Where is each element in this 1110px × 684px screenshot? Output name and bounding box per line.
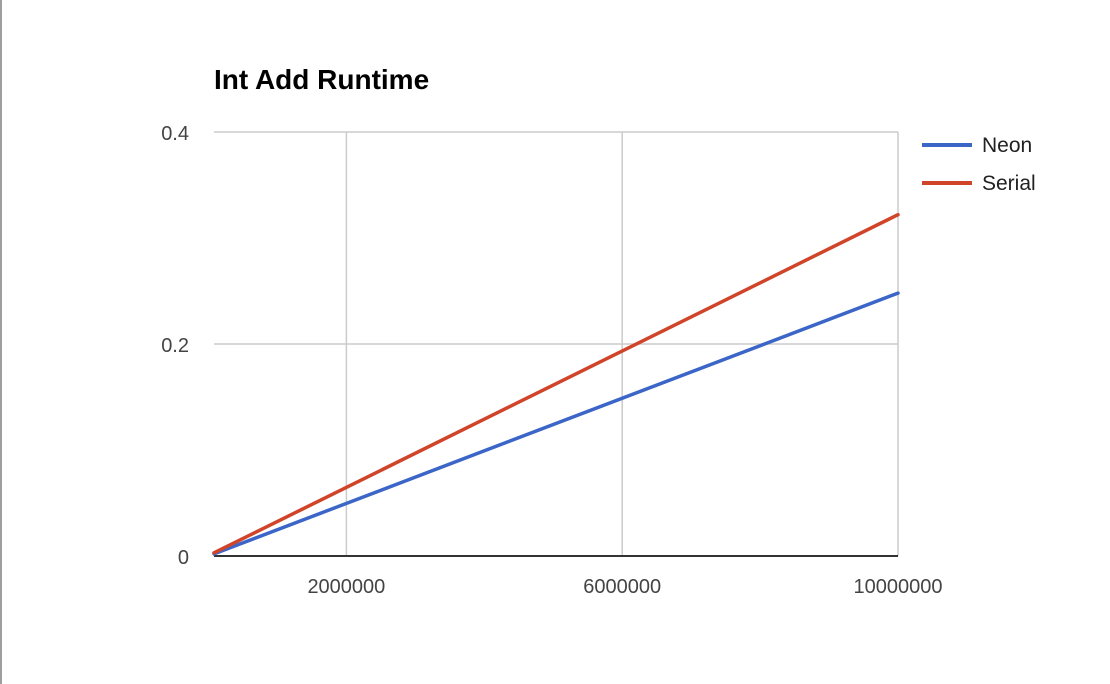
legend-item-neon: Neon [922,134,1032,157]
series-lines [212,212,900,556]
series-line-serial [212,212,900,555]
y-tick-label: 0.2 [161,335,189,357]
x-tick-label: 2000000 [307,576,385,598]
legend: Neon Serial [922,134,1036,195]
chart-title: Int Add Runtime [214,64,429,95]
y-tick-label: 0 [178,547,189,569]
legend-item-serial: Serial [922,172,1036,195]
gridlines [214,131,899,556]
x-tick-label: 6000000 [583,576,661,598]
y-tick-label: 0.4 [161,123,189,145]
window-edge [0,0,2,684]
series-line-neon [212,291,900,556]
x-tick-label: 10000000 [854,576,943,598]
legend-label: Neon [982,134,1032,157]
legend-label: Serial [982,172,1036,195]
tick-labels: 0 0.2 0.4 2000000 6000000 10000000 [161,123,942,598]
